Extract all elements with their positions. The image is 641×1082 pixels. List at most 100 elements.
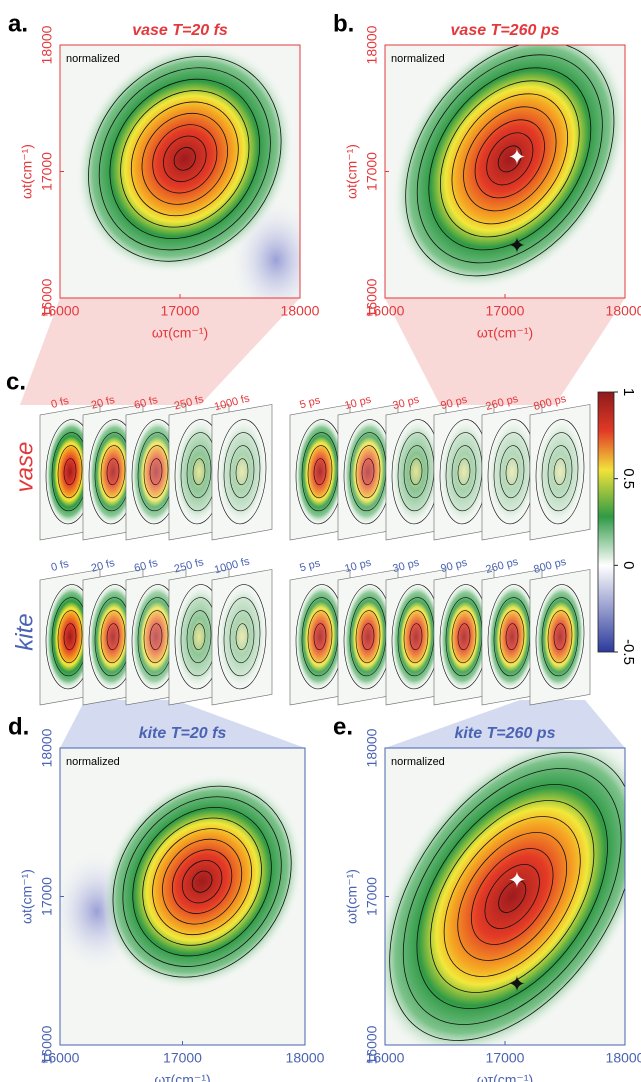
connector [20,298,300,405]
y-tick-label: 17000 [39,877,55,916]
time-label: 30 ps [391,557,421,576]
y-tick-label: 17000 [364,152,380,191]
contour [416,54,603,264]
contour [152,828,253,936]
tile-contour [553,458,567,486]
y-tick-label: 18000 [364,25,380,64]
x-tick-label: 18000 [286,1050,325,1066]
tile-contour [553,623,567,651]
time-label: 10 ps [343,557,373,576]
tile-contour [100,610,126,664]
x-axis-label: ωτ(cm⁻¹) [477,1072,533,1082]
y-tick-label: 16000 [39,1025,55,1064]
y-tick-label: 18000 [39,25,55,64]
tile-contour [57,445,83,499]
tile-contour [499,445,525,499]
tile-contour [192,458,206,486]
x-tick-label: 16000 [366,1050,405,1066]
x-axis-label: ωτ(cm⁻¹) [152,325,208,341]
peak [76,45,294,274]
mini-spectrum [211,404,273,541]
spectrum [385,748,625,1045]
tile-contour [505,458,519,486]
contour [163,135,207,183]
contour [120,90,250,228]
time-label: 90 ps [439,557,469,576]
contour [405,45,615,277]
contour [181,860,223,904]
x-tick-label: 16000 [41,303,80,319]
x-tick-label: 16000 [366,303,405,319]
time-label: 60 fs [133,557,160,575]
contour [389,752,625,1041]
tile-peak [392,419,440,524]
time-label: 0 fs [50,558,71,574]
tile-peak [440,419,488,524]
tile-peak [488,419,536,524]
panel-title: kite T=20 fs [139,725,227,742]
mini-spectrum [529,569,591,706]
mini-spectrum [481,404,543,541]
tile-contour [229,610,255,664]
tile-contour [63,458,77,486]
contour [122,796,282,967]
colorbar-tick-label: -0.5 [620,639,637,665]
tile-contour [186,445,212,499]
time-label: 0 fs [50,395,71,411]
mini-spectrum [385,404,447,541]
tile-contour [106,458,120,486]
contour [142,817,262,946]
tile-contour [535,419,585,525]
tile-contour [143,445,169,499]
tile-peak [218,584,266,689]
mini-spectrum [433,404,495,541]
note: normalized [391,53,445,65]
note: normalized [391,756,445,768]
peak [101,775,303,989]
mini-spectrum [433,569,495,706]
tile-peak [296,584,344,689]
tile-contour [541,432,579,512]
colorbar [597,391,615,653]
x-tick-label: 17000 [486,1050,525,1066]
y-tick-label: 17000 [364,877,380,916]
tile-peak [132,419,180,524]
time-label: 5 ps [298,557,322,574]
tile-contour [229,445,255,499]
tile-contour [409,623,423,651]
contour [98,67,271,251]
contour [463,106,557,212]
panel-title: kite T=260 ps [455,725,556,742]
tile-peak [46,419,94,524]
row-name: vase [11,442,38,493]
x-tick-label: 16000 [41,1050,80,1066]
tile-contour [100,445,126,499]
contour [484,864,540,929]
tile-contour [235,623,249,651]
tile-contour [186,610,212,664]
panel-title: vase T=20 fs [132,22,228,39]
contour [191,870,213,893]
x-tick-label: 17000 [486,303,525,319]
tile-contour [361,458,375,486]
tile-contour [106,623,120,651]
x-tick-label: 18000 [606,1050,641,1066]
tile-peak [175,419,223,524]
colorbar-tick-label: 0.5 [620,468,637,489]
x-tick-label: 18000 [606,303,641,319]
colorbar-tick-label: 1 [620,388,637,396]
tile-peak [296,419,344,524]
time-label: 5 ps [298,394,322,411]
contour [402,768,622,1025]
tile-peak [536,584,584,689]
tile-peak [132,584,180,689]
tile-contour [451,610,477,664]
tile-contour [547,445,573,499]
tile-contour [541,597,579,677]
tile-contour [457,458,471,486]
tile-peak [89,584,137,689]
tile-contour [403,445,429,499]
tile-peak [89,419,137,524]
star: ✦ [508,233,526,258]
tile-peak [46,584,94,689]
